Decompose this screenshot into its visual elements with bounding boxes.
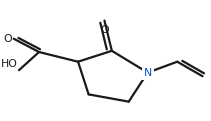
Text: O: O xyxy=(100,25,109,35)
Text: N: N xyxy=(143,68,152,78)
Text: HO: HO xyxy=(1,59,18,69)
Text: O: O xyxy=(3,34,12,44)
